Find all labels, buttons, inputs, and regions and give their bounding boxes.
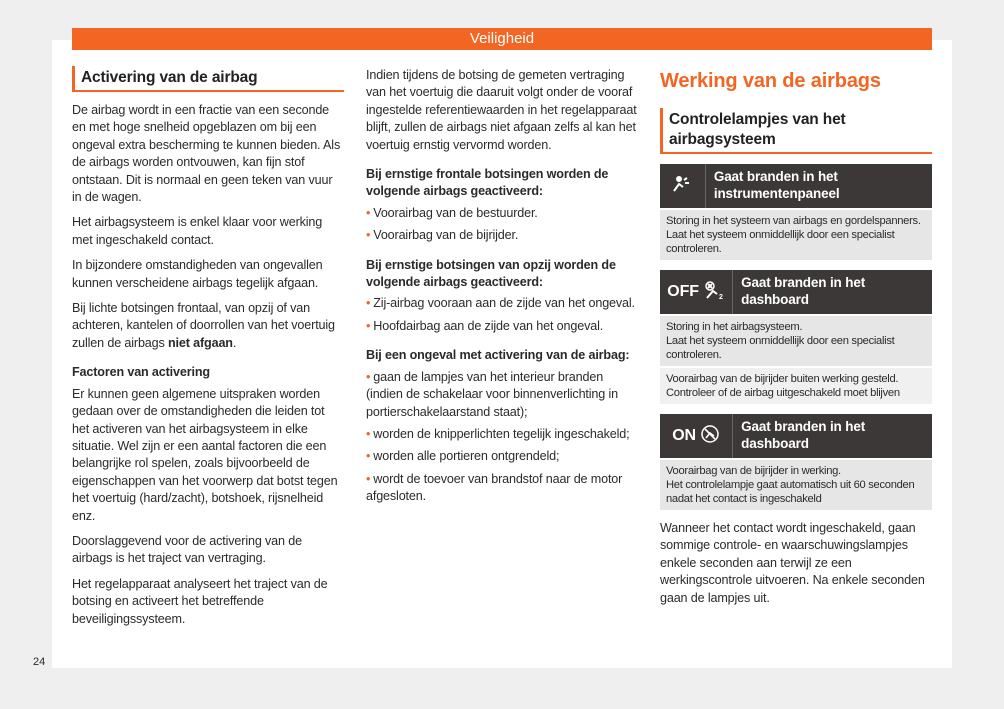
bullet-icon: • bbox=[366, 296, 371, 311]
passenger-airbag-on-icon bbox=[700, 424, 720, 448]
list-item: • Voorairbag van de bijrijder. bbox=[366, 227, 638, 244]
list-item: • worden de knipperlichten tegelijk inges… bbox=[366, 426, 638, 443]
list-item-text: Voorairbag van de bestuurder. bbox=[373, 205, 538, 220]
page-number: 24 bbox=[33, 656, 46, 668]
bullet-icon: • bbox=[366, 318, 371, 333]
warning-description: Voorairbag van de bijrijder buiten werki… bbox=[660, 368, 932, 404]
warning-title: Gaat branden in het instrumentenpaneel bbox=[713, 169, 840, 201]
airbag-warning-icon bbox=[671, 174, 693, 198]
list-item-text: worden alle portieren ontgrendeld; bbox=[373, 449, 560, 464]
list-item: • Hoofdairbag aan de zijde van het ongeva… bbox=[366, 318, 638, 335]
lamp-label: ON bbox=[672, 427, 696, 445]
list-item-text: Hoofdairbag aan de zijde van het ongeval… bbox=[373, 318, 604, 333]
list-item: • Zij-airbag vooraan aan de zijde van het… bbox=[366, 295, 638, 312]
bullet-icon: • bbox=[366, 426, 371, 441]
warning-lamp-block: Gaat branden in het instrumentenpaneel St… bbox=[660, 164, 932, 260]
text: . bbox=[232, 335, 237, 350]
paragraph: Doorslaggevend voor de activering van de… bbox=[72, 533, 302, 566]
warning-description: Storing in het airbagsysteem. Laat het s… bbox=[660, 316, 932, 366]
list-item-text: wordt de toevoer van brandstof naar de m… bbox=[366, 471, 623, 504]
list-item-text: Zij-airbag vooraan aan de zijde van het … bbox=[373, 296, 635, 311]
paragraph: Het regelapparaat analyseert het traject… bbox=[72, 576, 328, 626]
bullet-icon: • bbox=[366, 449, 371, 464]
paragraph: Er kunnen geen algemene uitspraken worde… bbox=[72, 386, 338, 523]
list-item-text: worden de knipperlichten tegelijk ingesc… bbox=[373, 426, 630, 441]
left-column: Activering van de airbag De airbag wordt… bbox=[72, 66, 344, 636]
paragraph: Wanneer het contact wordt ingeschakeld, … bbox=[660, 521, 925, 605]
warning-lamp-symbol bbox=[660, 164, 706, 208]
warning-title: Gaat branden in het dashboard bbox=[741, 275, 866, 307]
list-item: • gaan de lampjes van het interieur brand… bbox=[366, 369, 638, 421]
emphasis: niet afgaan bbox=[168, 335, 233, 350]
warning-lamp-symbol: ON bbox=[660, 414, 734, 458]
list-item-text: gaan de lampjes van het interieur brande… bbox=[366, 369, 618, 419]
bullet-icon: • bbox=[366, 205, 371, 220]
list-item-text: Voorairbag van de bijrijder. bbox=[373, 228, 519, 243]
subheading: Bij een ongeval met activering van de ai… bbox=[366, 348, 630, 363]
section-heading: Activering van de airbag bbox=[72, 66, 344, 92]
subheading: Factoren van activering bbox=[72, 365, 210, 380]
bullet-icon: • bbox=[366, 228, 371, 243]
list-item: • wordt de toevoer van brandstof naar de … bbox=[366, 471, 638, 506]
warning-header: Gaat branden in het instrumentenpaneel bbox=[660, 164, 932, 208]
paragraph: Indien tijdens de botsing de gemeten ver… bbox=[366, 68, 637, 152]
page-title: Werking van de airbags bbox=[660, 70, 881, 92]
svg-text:2: 2 bbox=[719, 294, 723, 300]
warning-lamp-symbol: OFF 2 bbox=[660, 270, 734, 314]
warning-header: ON Gaat branden in het dashboard bbox=[660, 414, 932, 458]
list-item: • Voorairbag van de bestuurder. bbox=[366, 205, 638, 222]
paragraph: In bijzondere omstandigheden van ongeval… bbox=[72, 258, 323, 290]
subheading: Bij ernstige botsingen van opzij worden … bbox=[366, 257, 616, 290]
subheading: Bij ernstige frontale botsingen worden d… bbox=[366, 167, 609, 199]
paragraph: Bij lichte botsingen frontaal, van opzij… bbox=[72, 300, 344, 352]
section-header: Veiligheid bbox=[72, 28, 932, 50]
text: Bij lichte botsingen frontaal, van opzij… bbox=[72, 301, 335, 350]
warning-lamp-block: ON Gaat branden in het dashboard Voorairba… bbox=[660, 414, 932, 510]
paragraph: Het airbagsysteem is enkel klaar voor we… bbox=[72, 215, 323, 247]
warning-description: Storing in het systeem van airbags en go… bbox=[660, 210, 932, 260]
warning-description: Voorairbag van de bijrijder in werking. … bbox=[660, 460, 932, 510]
list-item: • worden alle portieren ontgrendeld; bbox=[366, 448, 638, 465]
bullet-icon: • bbox=[366, 369, 371, 384]
bullet-icon: • bbox=[366, 471, 371, 486]
lamp-label: OFF bbox=[667, 283, 699, 301]
right-column: Werking van de airbags Controlelampjes v… bbox=[660, 66, 932, 615]
section-heading: Controlelampjes van het airbagsysteem bbox=[660, 108, 932, 154]
passenger-airbag-off-icon: 2 bbox=[703, 280, 725, 304]
middle-column: Indien tijdens de botsing de gemeten ver… bbox=[366, 67, 638, 511]
warning-title: Gaat branden in het dashboard bbox=[741, 419, 866, 451]
warning-lamp-block: OFF 2 Gaat branden in het dashboard Storing… bbox=[660, 270, 932, 404]
paragraph: De airbag wordt in een fractie van een s… bbox=[72, 103, 341, 205]
warning-header: OFF 2 Gaat branden in het dashboard bbox=[660, 270, 932, 314]
